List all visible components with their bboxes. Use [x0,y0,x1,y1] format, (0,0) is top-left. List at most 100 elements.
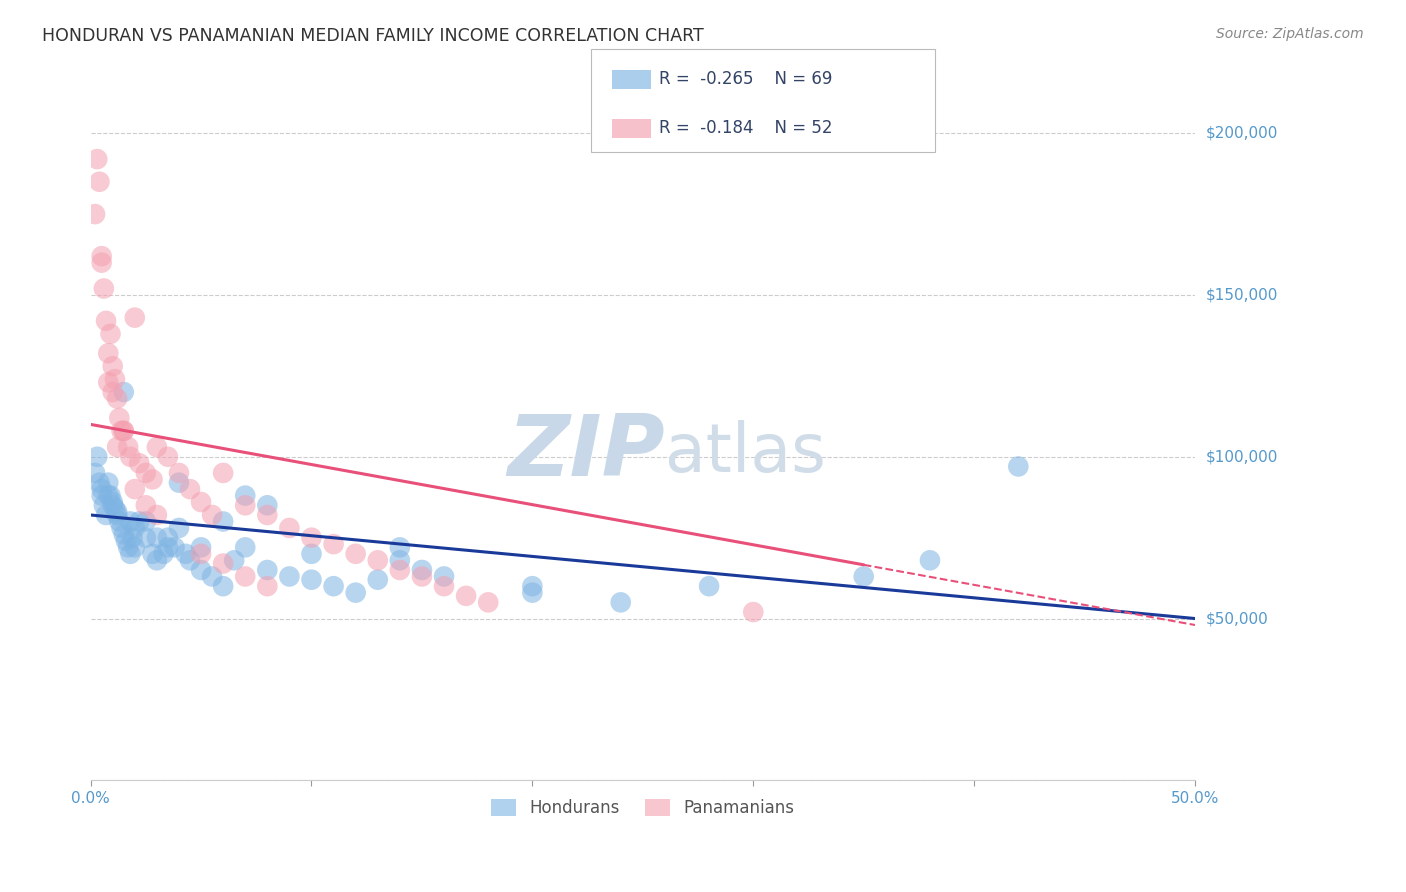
Point [146,508,169,522]
Point [344,547,367,561]
Point [146,553,169,567]
Point [156,450,179,464]
Point [301,531,323,545]
Point [152,547,174,561]
Text: $200,000: $200,000 [1206,126,1278,141]
Point [146,440,169,454]
Point [93,281,115,295]
Point [104,372,127,386]
Point [120,450,142,464]
Point [212,579,235,593]
Point [105,440,128,454]
Point [124,541,146,555]
Point [128,515,150,529]
Point [128,456,150,470]
Point [233,498,256,512]
Point [124,310,146,325]
Point [388,541,411,555]
Point [433,579,456,593]
Point [179,482,201,496]
Point [163,541,186,555]
Point [256,563,278,577]
Point [120,515,142,529]
Point [433,569,456,583]
Point [135,498,157,512]
Point [411,563,433,577]
Point [167,475,190,490]
Point [90,255,112,269]
Text: $50,000: $50,000 [1206,611,1268,626]
Point [224,553,246,567]
Point [93,498,115,512]
Point [233,541,256,555]
Point [100,326,122,341]
Point [609,595,631,609]
Point [201,569,224,583]
Point [90,489,112,503]
Point [256,498,278,512]
Legend: Hondurans, Panamanians: Hondurans, Panamanians [484,790,803,825]
Text: R =  -0.184    N = 52: R = -0.184 N = 52 [659,120,832,137]
Point [212,557,235,571]
Point [367,573,389,587]
Point [322,537,344,551]
Point [388,563,411,577]
Point [256,579,278,593]
Point [120,547,142,561]
Point [86,152,108,166]
Point [101,385,124,400]
Point [367,553,389,567]
Point [105,508,128,522]
Point [522,585,544,599]
Point [124,521,146,535]
Point [322,579,344,593]
Text: Source: ZipAtlas.com: Source: ZipAtlas.com [1216,27,1364,41]
Point [179,553,201,567]
Point [201,508,224,522]
Point [388,553,411,567]
Text: $100,000: $100,000 [1206,450,1278,464]
Point [190,495,212,509]
Point [108,515,131,529]
Point [112,527,135,541]
Point [190,563,212,577]
Point [522,579,544,593]
Point [117,440,139,454]
Point [918,553,941,567]
Point [101,495,124,509]
Point [411,569,433,583]
Point [146,531,169,545]
Point [135,515,157,529]
Point [233,569,256,583]
Point [110,521,132,535]
Text: $150,000: $150,000 [1206,287,1278,302]
Point [89,475,111,490]
Point [278,521,301,535]
Point [278,569,301,583]
Point [84,207,107,221]
Point [477,595,499,609]
Point [117,541,139,555]
Text: ZIP: ZIP [508,411,665,494]
Point [301,547,323,561]
Point [174,547,197,561]
Point [124,482,146,496]
Text: HONDURAN VS PANAMANIAN MEDIAN FAMILY INCOME CORRELATION CHART: HONDURAN VS PANAMANIAN MEDIAN FAMILY INC… [42,27,704,45]
Point [167,466,190,480]
Text: R =  -0.265    N = 69: R = -0.265 N = 69 [659,70,832,88]
Point [156,531,179,545]
Point [141,547,163,561]
Point [100,489,122,503]
Point [697,579,720,593]
Point [742,605,765,619]
Point [135,466,157,480]
Point [301,573,323,587]
Point [121,531,143,545]
Point [84,466,107,480]
Point [1007,459,1029,474]
Text: atlas: atlas [665,420,825,486]
Point [97,475,120,490]
Point [167,521,190,535]
Point [190,547,212,561]
Point [97,489,120,503]
